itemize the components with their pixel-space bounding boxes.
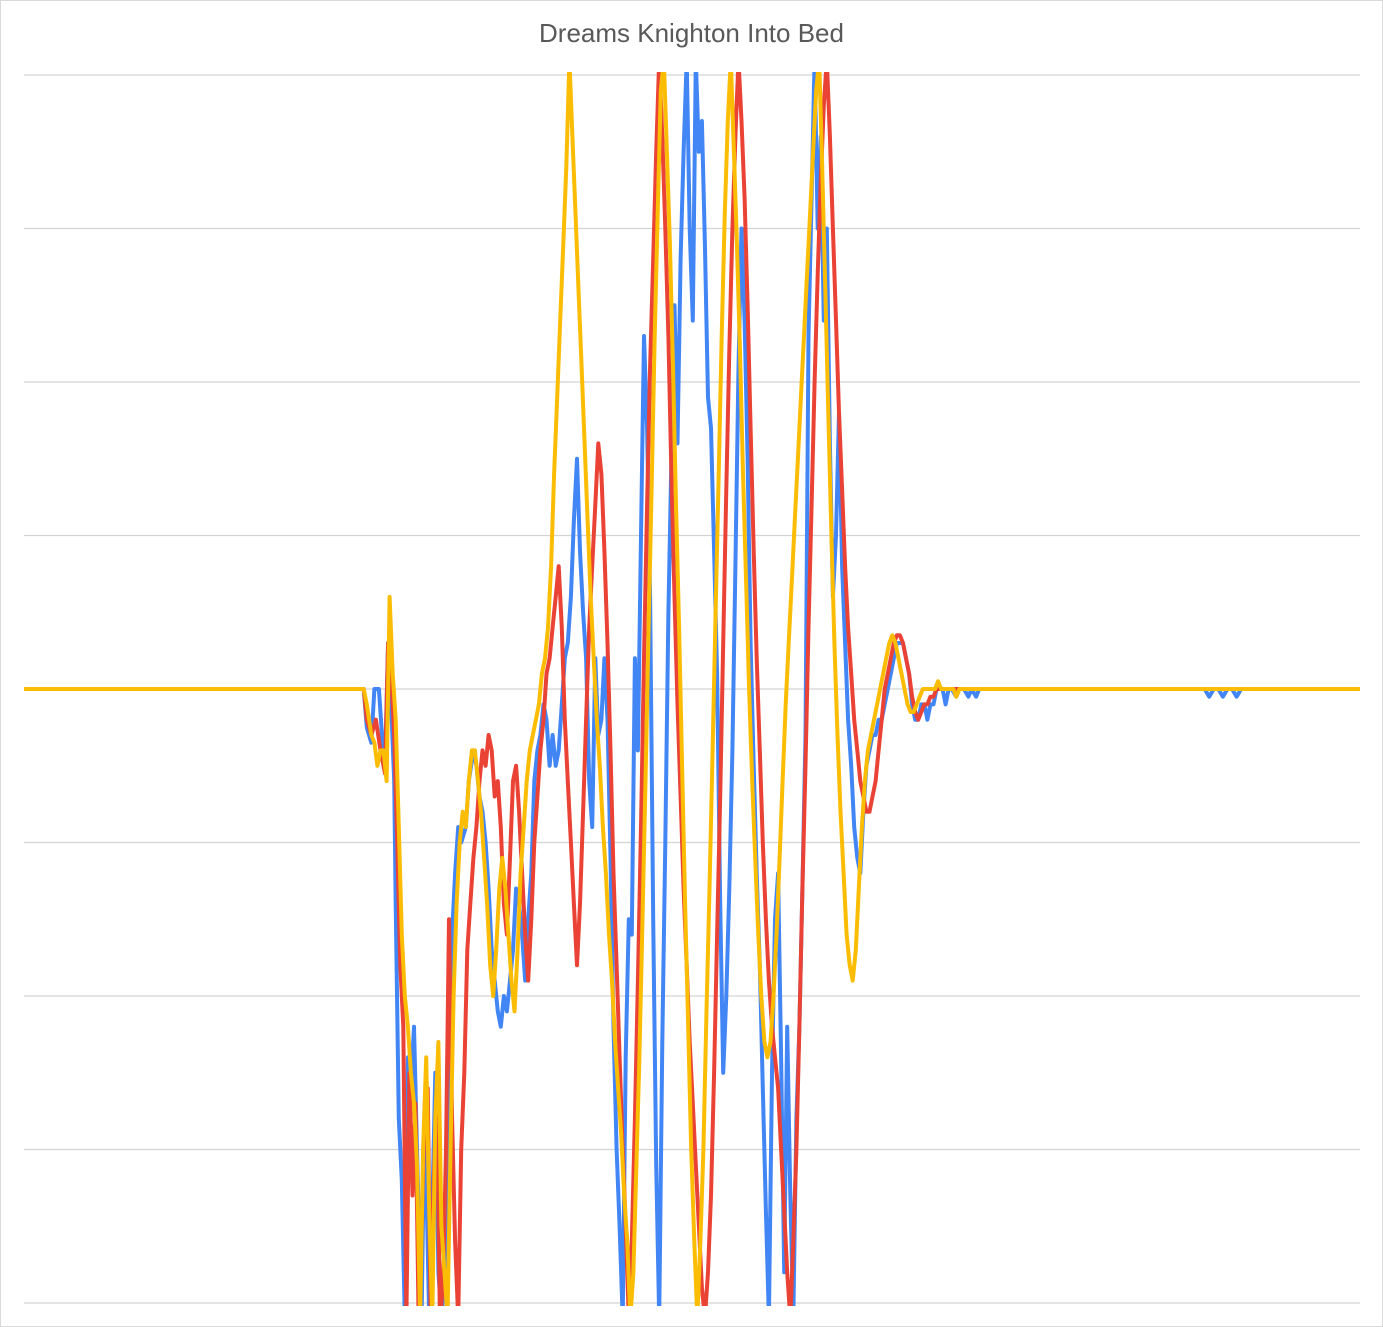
gridlines <box>24 74 1360 1304</box>
series-lines <box>24 72 1360 1306</box>
chart-title: Dreams Knighton Into Bed <box>539 18 844 48</box>
series-line-3 <box>24 72 1360 1306</box>
series-line-2 <box>24 72 1360 1306</box>
